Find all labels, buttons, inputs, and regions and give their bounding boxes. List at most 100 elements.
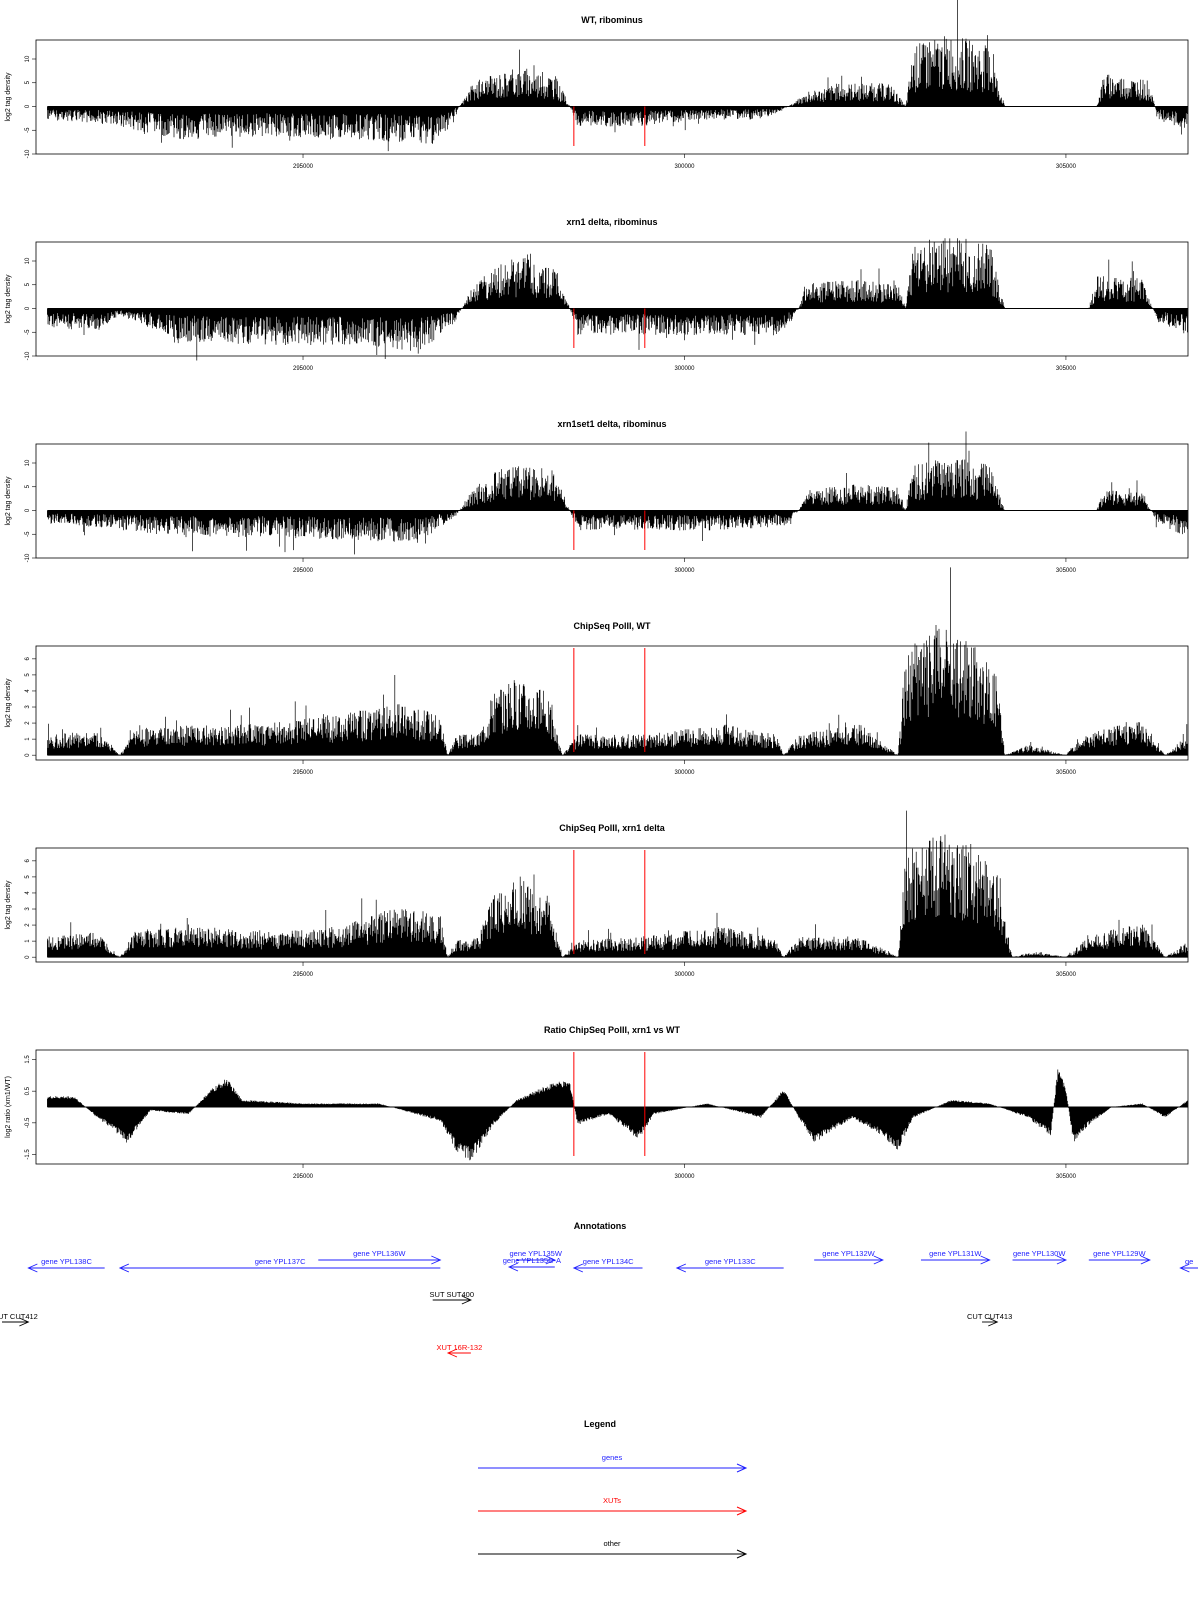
legend-arrowhead — [736, 1549, 748, 1559]
plot-frame — [35, 847, 1189, 963]
feature-arrowhead — [873, 1255, 884, 1265]
x-tick-label: 300000 — [674, 568, 695, 574]
y-tick-label: 5 — [25, 484, 31, 488]
y-tick-label: -5 — [25, 329, 31, 335]
feature-arrowhead — [980, 1255, 991, 1265]
y-tick-label: 0 — [25, 104, 31, 108]
y-tick-label: 0.5 — [25, 1086, 31, 1095]
feature-label: ge — [1185, 1257, 1193, 1266]
x-tick-label: 305000 — [1056, 770, 1077, 776]
y-tick-label: -1.5 — [25, 1149, 31, 1160]
y-tick-label: 0 — [25, 955, 31, 959]
y-tick-label: 0 — [25, 306, 31, 310]
signal-bars — [47, 567, 1188, 756]
feature-label: gene YPL130W — [1013, 1249, 1066, 1258]
track-panel: ChipSeq PolII, WT 0 1 2 3 4 5 6 log2 tag density… — [5, 567, 1189, 776]
track-panel: ChipSeq PolII, xrn1 delta 0 1 2 3 4 5 6 log2 tag… — [5, 810, 1189, 978]
y-tick-label: 3 — [25, 907, 31, 911]
feature-arrowhead — [507, 1262, 519, 1272]
feature-label: XUT 16R-132 — [437, 1343, 483, 1352]
y-tick-label: 1 — [25, 939, 31, 943]
annotations-section: Annotations gene YPL138C gene YPL137C gene… — [0, 1221, 1198, 1358]
y-tick-label: -0.5 — [25, 1117, 31, 1128]
feature-label: gene YPL134C — [583, 1257, 634, 1266]
feature-label: gene YPL137C — [255, 1257, 306, 1266]
y-tick-label: 5 — [25, 80, 31, 84]
track-panel: xrn1 delta, ribominus -10 -5 0 5 10 log2 tag d… — [5, 217, 1189, 372]
signal-bars — [47, 1069, 1188, 1161]
feature-label: gene YPL131W — [929, 1249, 982, 1258]
feature-arrowhead — [27, 1263, 38, 1273]
legend-title: Legend — [584, 1419, 616, 1429]
x-tick-label: 300000 — [674, 972, 695, 978]
plot-frame — [35, 645, 1189, 761]
y-tick-label: 5 — [25, 875, 31, 879]
x-tick-label: 305000 — [1056, 1174, 1077, 1180]
x-tick-label: 300000 — [674, 1174, 695, 1180]
plot-frame — [35, 39, 1189, 155]
x-tick-label: 295000 — [293, 1174, 314, 1180]
y-axis-label: log2 tag density — [5, 274, 12, 324]
plot-frame — [35, 443, 1189, 559]
feature-label: gene YPL132W — [822, 1249, 875, 1258]
legend-section: Legend genes XUTs other — [478, 1419, 748, 1559]
x-tick-label: 305000 — [1056, 366, 1077, 372]
plot-frame — [35, 241, 1189, 357]
y-tick-label: -10 — [25, 351, 31, 360]
y-tick-label: 10 — [25, 257, 31, 264]
feature-label: gene YPL138C — [41, 1257, 92, 1266]
x-tick-label: 295000 — [293, 568, 314, 574]
y-tick-label: 5 — [25, 673, 31, 677]
legend-label: other — [603, 1539, 621, 1548]
x-tick-label: 300000 — [674, 366, 695, 372]
feature-arrowhead — [118, 1263, 130, 1273]
feature-label: gene YPL133C — [705, 1257, 756, 1266]
feature-arrowhead — [545, 1255, 556, 1265]
legend-arrowhead — [736, 1463, 748, 1473]
legend-label: XUTs — [603, 1496, 621, 1505]
y-tick-label: -10 — [25, 149, 31, 158]
y-tick-label: 2 — [25, 721, 31, 725]
signal-bars — [47, 238, 1188, 361]
legend-label: genes — [602, 1453, 623, 1462]
feature-label: CUT CUT412 — [0, 1312, 38, 1321]
track-panel: xrn1set1 delta, ribominus -10 -5 0 5 10 log2 t… — [5, 419, 1189, 574]
legend-arrowhead — [736, 1506, 748, 1516]
feature-label: CUT CUT413 — [967, 1312, 1012, 1321]
feature-arrowhead — [19, 1317, 30, 1327]
y-tick-label: 6 — [25, 657, 31, 661]
y-axis-label: log2 tag density — [5, 476, 12, 526]
panel-title: xrn1 delta, ribominus — [566, 217, 657, 227]
feature-label: SUT SUT400 — [430, 1290, 474, 1299]
x-tick-label: 295000 — [293, 164, 314, 170]
signal-bars — [47, 431, 1188, 555]
y-axis-label: log2 tag density — [5, 72, 12, 122]
feature-arrowhead — [431, 1255, 442, 1265]
y-tick-label: 0 — [25, 508, 31, 512]
y-tick-label: 10 — [25, 459, 31, 466]
feature-arrowhead — [572, 1263, 584, 1273]
y-tick-label: 3 — [25, 705, 31, 709]
feature-arrowhead — [1179, 1263, 1190, 1273]
y-tick-label: -5 — [25, 531, 31, 537]
y-tick-label: 0 — [25, 753, 31, 757]
y-axis-label: log2 ratio (xrn1/WT) — [5, 1076, 12, 1138]
feature-label: gene YPL136W — [353, 1249, 406, 1258]
feature-label: gene YPL135W — [510, 1249, 563, 1258]
y-tick-label: -5 — [25, 127, 31, 133]
y-axis-label: log2 tag density — [5, 678, 12, 728]
annotations-title: Annotations — [574, 1221, 627, 1231]
y-tick-label: 4 — [25, 891, 31, 895]
feature-arrowhead — [988, 1317, 999, 1327]
feature-arrowhead — [446, 1348, 458, 1358]
feature-arrowhead — [461, 1295, 472, 1305]
panel-title: Ratio ChipSeq PolII, xrn1 vs WT — [544, 1025, 681, 1035]
y-tick-label: -10 — [25, 553, 31, 562]
y-tick-label: 10 — [25, 55, 31, 62]
panel-title: ChipSeq PolII, WT — [574, 621, 651, 631]
track-panel: WT, ribominus -10 -5 0 5 10 log2 tag density 29… — [5, 0, 1189, 170]
feature-arrowhead — [1056, 1255, 1068, 1265]
